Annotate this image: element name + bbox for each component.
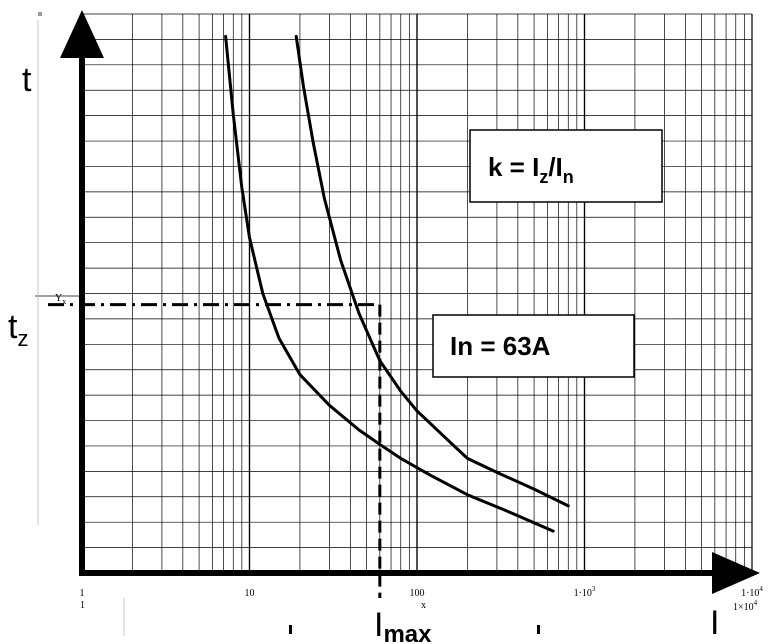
x-tick-label: 1·104 <box>741 585 763 599</box>
small-label-right: 1×104 <box>733 599 758 613</box>
small-label-left: 1 <box>80 600 85 611</box>
imax-label: Imax <box>374 606 432 644</box>
trip-curve-2 <box>294 34 570 508</box>
rated-current-box: In = 63A <box>432 314 635 378</box>
small-label-y: Yx <box>55 293 66 306</box>
svg-text:k = Iz/In: k = Iz/In <box>488 152 574 187</box>
trip-curve-1 <box>224 34 555 533</box>
curves <box>224 34 570 533</box>
stray-mark-1 <box>289 625 292 634</box>
y-axis-label: t <box>22 61 32 99</box>
x-tick-label: 100 <box>410 588 425 599</box>
axes: 1 10 100 1·103 1·104 <box>35 10 763 636</box>
x-tick-label: 1·103 <box>574 585 596 599</box>
tz-label: tz <box>8 308 28 351</box>
x-axis-arrow <box>712 552 760 594</box>
corner-dot <box>38 12 42 16</box>
x-tick-label: 10 <box>245 588 255 599</box>
small-label-x: x <box>421 600 426 611</box>
k-ratio-box: k = Iz/In <box>469 129 663 203</box>
stray-mark-2 <box>537 625 540 634</box>
x-tick-label: 1 <box>80 588 85 599</box>
svg-text:In = 63A: In = 63A <box>450 331 551 361</box>
chart-grid <box>81 13 753 574</box>
marker-lines <box>48 303 382 598</box>
x-axis-corner-label: I <box>710 604 719 642</box>
y-axis-arrow <box>60 10 104 58</box>
